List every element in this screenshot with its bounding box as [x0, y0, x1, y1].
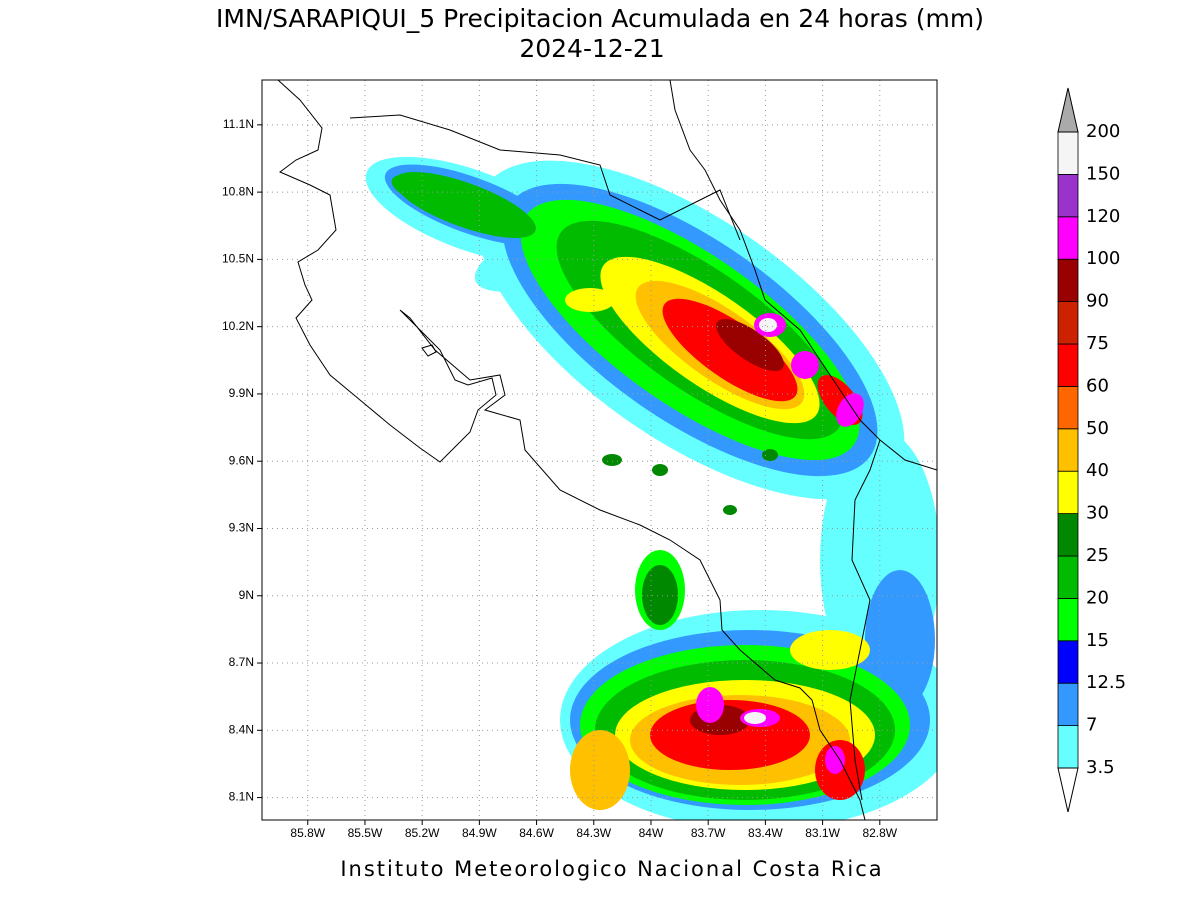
colorbar-box — [1057, 725, 1079, 769]
x-tick-label: 85.8W — [290, 826, 325, 840]
colorbar-box — [1057, 513, 1079, 557]
colorbar-label: 7 — [1086, 715, 1097, 736]
footer: Instituto Meteorologico Nacional Costa R… — [340, 857, 883, 881]
precip-area — [825, 746, 845, 774]
colorbar-box — [1057, 640, 1079, 684]
colorbar-box — [1057, 258, 1079, 303]
x-tick-label: 84.6W — [519, 826, 554, 840]
colorbar-box — [1057, 470, 1079, 515]
precip-area — [642, 565, 678, 625]
coastlines — [277, 80, 937, 820]
colorbar-box — [1057, 385, 1079, 430]
x-tick-label: 83.7W — [691, 826, 726, 840]
colorbar: 3.5 7 12.5 15 20 25 30 40 50 60 75 90 100 120 150 200 — [1057, 87, 1126, 813]
map-frame — [261, 79, 938, 821]
colorbar-label: 40 — [1086, 460, 1109, 481]
border — [849, 439, 881, 801]
colorbar-label: 120 — [1086, 206, 1120, 227]
colorbar-box — [1057, 301, 1079, 345]
colorbar-box — [1057, 428, 1079, 472]
border — [349, 114, 741, 241]
colorbar-box — [1057, 216, 1079, 260]
subtitle: 2024-12-21 — [519, 34, 664, 63]
colorbar-label: 100 — [1086, 248, 1120, 269]
colorbar-label: 20 — [1086, 587, 1109, 608]
colorbar-label: 3.5 — [1086, 757, 1115, 778]
x-tick-label: 85.5W — [348, 826, 383, 840]
y-tick-label: 8.1N — [229, 790, 254, 804]
y-tick-label: 11.1N — [223, 117, 254, 131]
x-tick-label: 83.4W — [748, 826, 783, 840]
colorbar-label: 90 — [1086, 291, 1109, 312]
y-tick-label: 9.6N — [229, 453, 254, 467]
lake-outline — [421, 344, 437, 357]
precip-area — [744, 712, 766, 724]
colorbar-label: 75 — [1086, 333, 1109, 354]
x-tick-label: 84.9W — [462, 826, 497, 840]
colorbar-label: 12.5 — [1086, 672, 1126, 693]
precip-area — [696, 687, 724, 723]
precip-area — [790, 630, 870, 670]
colorbar-label: 25 — [1086, 545, 1109, 566]
colorbar-label: 30 — [1086, 503, 1109, 524]
y-tick-label: 8.4N — [229, 722, 254, 736]
colorbar-label: 200 — [1086, 121, 1120, 142]
precip-area — [652, 464, 668, 476]
precip-area — [836, 393, 864, 427]
precipitation-field — [365, 156, 937, 820]
coastline — [277, 80, 866, 820]
precip-area — [791, 351, 819, 379]
colorbar-label: 50 — [1086, 418, 1109, 439]
colorbar-over — [1057, 87, 1079, 133]
precip-area — [391, 174, 449, 206]
precip-area — [723, 505, 737, 515]
colorbar-box — [1057, 173, 1079, 218]
colorbar-box — [1057, 682, 1079, 727]
precip-area — [865, 570, 935, 710]
x-tick-label: 84.3W — [576, 826, 611, 840]
x-tick-label: 84W — [639, 826, 664, 840]
colorbar-label: 60 — [1086, 375, 1109, 396]
precip-area — [662, 298, 798, 402]
x-tick-label: 82.8W — [862, 826, 897, 840]
colorbar-under — [1057, 767, 1079, 813]
precip-area — [716, 318, 784, 372]
y-tick-label: 10.8N — [222, 184, 254, 198]
x-tick-label: 83.1W — [805, 826, 840, 840]
precip-area — [759, 318, 777, 332]
colorbar-box — [1057, 555, 1079, 599]
y-tick-label: 9N — [239, 588, 254, 602]
x-tick-label: 85.2W — [405, 826, 440, 840]
colorbar-label: 15 — [1086, 630, 1109, 651]
precip-area — [602, 454, 622, 466]
y-tick-label: 9.9N — [229, 386, 254, 400]
colorbar-box — [1057, 598, 1079, 642]
precip-area — [762, 449, 778, 461]
precip-area — [570, 730, 630, 810]
colorbar-label: 150 — [1086, 163, 1120, 184]
y-tick-label: 8.7N — [229, 655, 254, 669]
precip-area — [565, 288, 615, 312]
y-tick-label: 10.5N — [222, 252, 254, 266]
colorbar-box — [1057, 131, 1079, 175]
colorbar-box — [1057, 343, 1079, 387]
title: IMN/SARAPIQUI_5 Precipitacion Acumulada … — [216, 4, 984, 33]
y-tick-label: 10.2N — [222, 319, 254, 333]
y-tick-label: 9.3N — [229, 521, 254, 535]
coastline — [669, 80, 937, 471]
